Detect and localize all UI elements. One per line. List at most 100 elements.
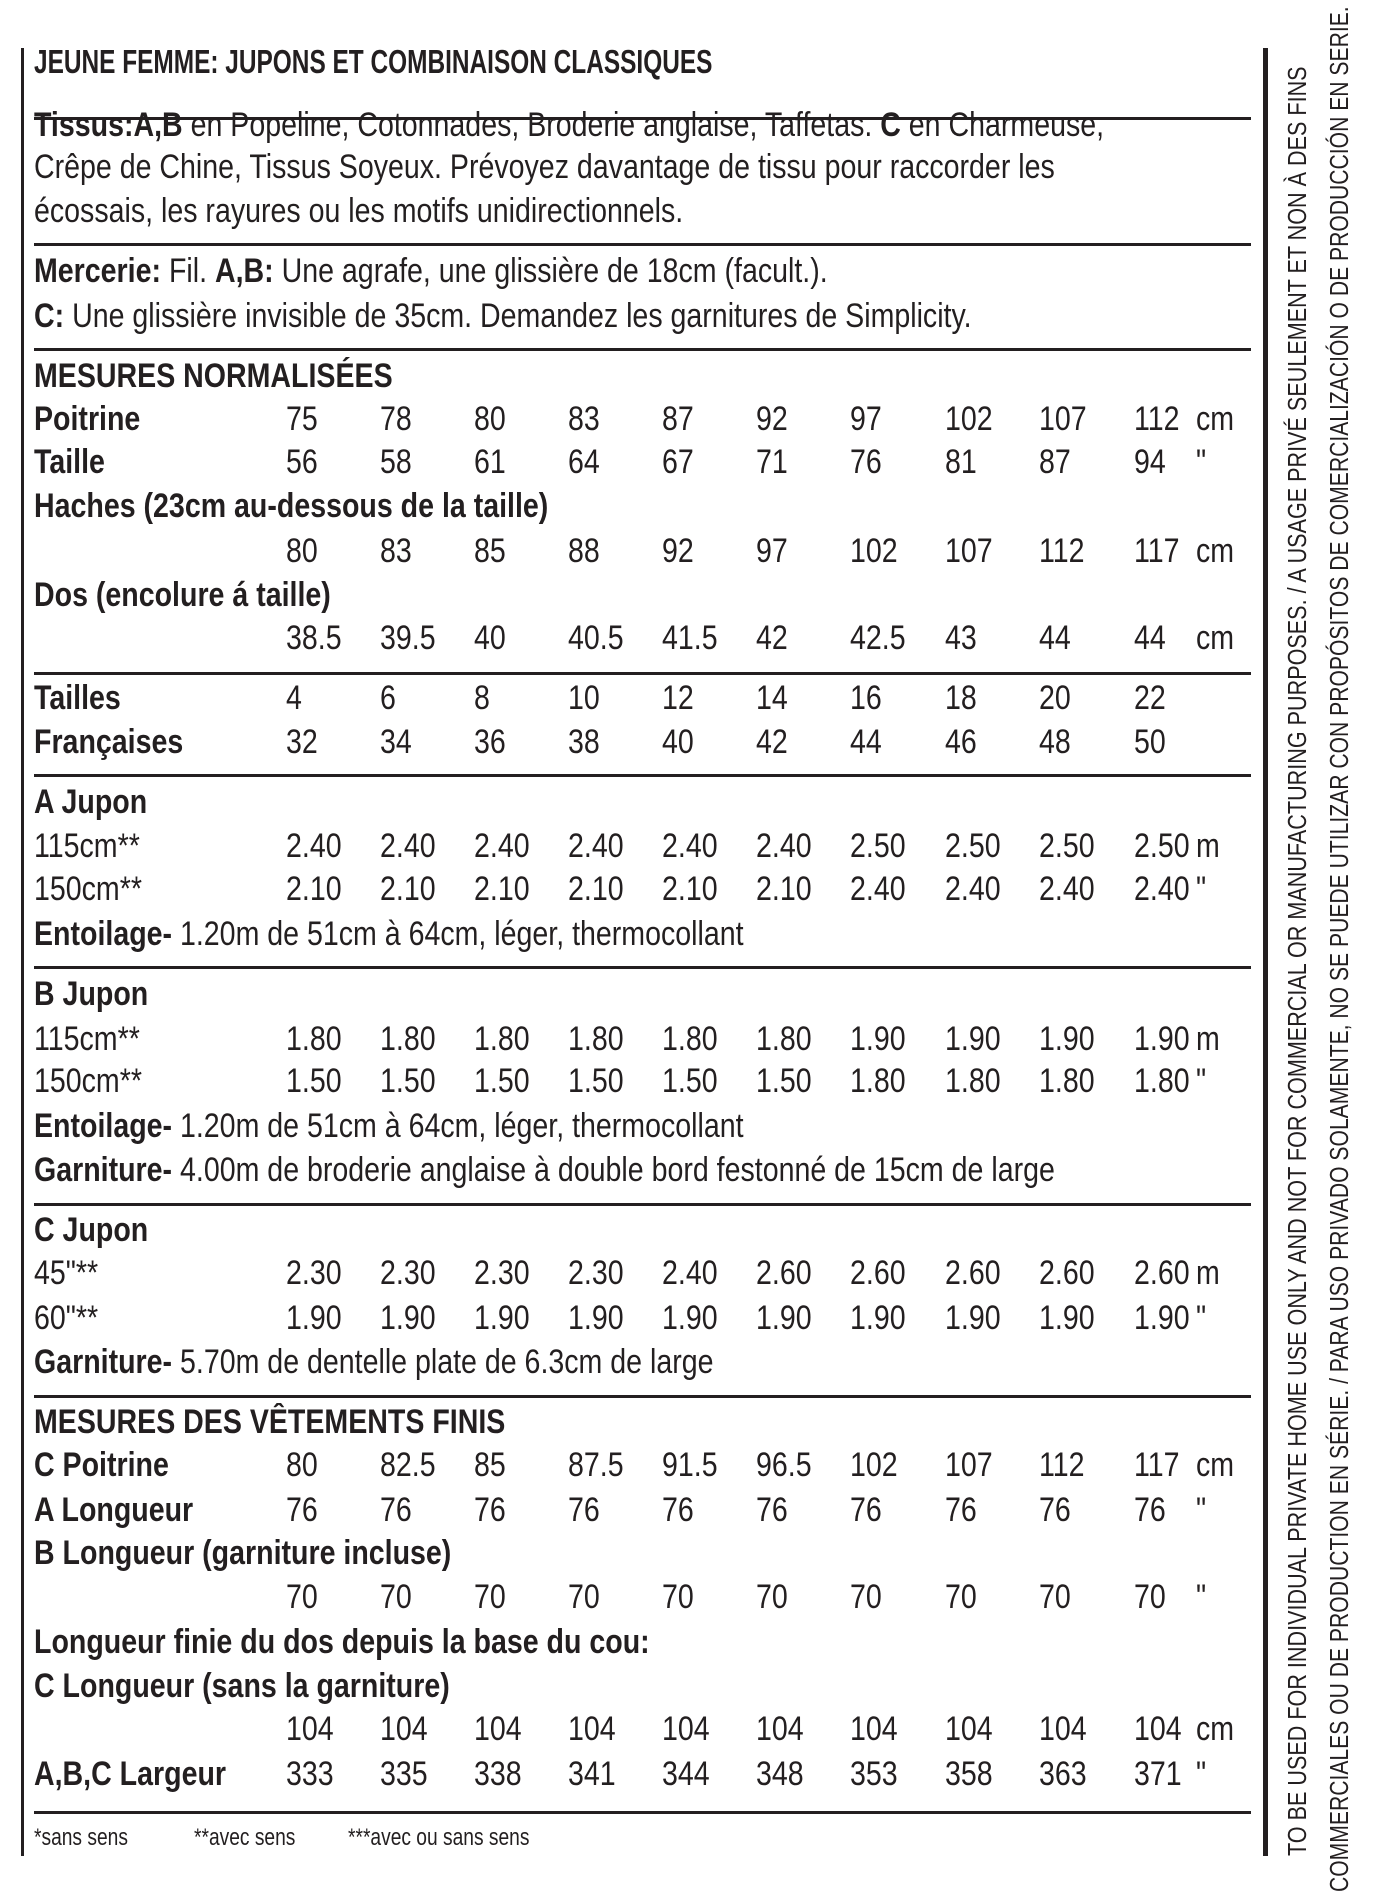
value-cell: 70	[662, 1578, 694, 1616]
value-cell: 102	[850, 1446, 898, 1484]
c-longueur-label: C Longueur (sans la garniture)	[34, 1664, 450, 1708]
value-cell: 56	[286, 443, 318, 481]
mercerie-line-2: C: Une glissière invisible de 35cm. Dema…	[34, 294, 972, 338]
value-cell: 75	[286, 400, 318, 438]
section-heading: MESURES DES VÊTEMENTS FINIS	[34, 1403, 506, 1441]
value-cell: 94	[1134, 443, 1166, 481]
value-cell: 1.90	[568, 1299, 624, 1337]
value-cell: 107	[945, 1446, 993, 1484]
row-label: 115cm**	[34, 827, 140, 865]
c-45-row-label: 45"**	[34, 1251, 98, 1295]
value-cell: 104	[568, 1710, 616, 1748]
row-label: Haches (23cm au-dessous de la taille)	[34, 487, 549, 525]
unit-label: cm	[1196, 400, 1235, 438]
section-divider	[34, 348, 1251, 351]
value-cell: 4	[286, 679, 302, 717]
row-label: Dos (encolure á taille)	[34, 576, 331, 614]
value-cell: 1.50	[662, 1062, 718, 1100]
section-heading: A Jupon	[34, 783, 148, 821]
value-cell: 76	[474, 1491, 506, 1529]
value-cell: 14	[756, 679, 788, 717]
value-cell: 42.5	[850, 619, 906, 657]
unit-label: "	[1196, 1491, 1207, 1529]
tissus-line-3: écossais, les rayures ou les motifs unid…	[34, 189, 683, 233]
value-cell: 34	[380, 723, 412, 761]
value-cell: 104	[662, 1710, 710, 1748]
unit-label: m	[1196, 1020, 1220, 1058]
disclaimer-line-2: COMMERCIALES OU DE PRODUCTION EN SÉRIE. …	[1324, 6, 1354, 1893]
value-cell: 1.80	[756, 1020, 812, 1058]
row-label: A Longueur	[34, 1491, 194, 1529]
unit-label: cm	[1196, 619, 1235, 657]
value-cell: 1.80	[474, 1020, 530, 1058]
value-cell: 58	[380, 443, 412, 481]
francaises-row-label: Françaises	[34, 720, 183, 764]
value-cell: 50	[1134, 723, 1166, 761]
value-cell: 70	[850, 1578, 882, 1616]
value-cell: 104	[1134, 1710, 1182, 1748]
value-cell: 2.30	[286, 1254, 342, 1292]
value-cell: 335	[380, 1755, 428, 1793]
value-cell: 1.80	[1039, 1062, 1095, 1100]
value-cell: 96.5	[756, 1446, 812, 1484]
value-cell: 1.80	[662, 1020, 718, 1058]
value-cell: 80	[286, 1446, 318, 1484]
value-cell: 22	[1134, 679, 1166, 717]
value-cell: 70	[380, 1578, 412, 1616]
value-cell: 38.5	[286, 619, 342, 657]
value-cell: 70	[474, 1578, 506, 1616]
row-label: 115cm**	[34, 1020, 140, 1058]
value-cell: 2.50	[945, 827, 1001, 865]
row-label: A,B,C Largeur	[34, 1755, 227, 1793]
value-cell: 348	[756, 1755, 804, 1793]
value-cell: 81	[945, 443, 977, 481]
value-cell: 2.10	[756, 870, 812, 908]
value-cell: 1.90	[1134, 1020, 1190, 1058]
taille-row-label: Taille	[34, 440, 105, 484]
section-heading: MESURES NORMALISÉES	[34, 357, 393, 395]
section-divider	[34, 1811, 1251, 1814]
value-cell: 2.50	[850, 827, 906, 865]
c-jupon-heading: C Jupon	[34, 1208, 148, 1252]
value-cell: 333	[286, 1755, 334, 1793]
section-divider	[34, 1395, 1251, 1398]
section-divider	[34, 1203, 1251, 1206]
value-cell: 2.60	[756, 1254, 812, 1292]
value-cell: 76	[945, 1491, 977, 1529]
value-cell: 1.90	[945, 1020, 1001, 1058]
text-segment: C	[880, 106, 901, 144]
text-segment: Une glissière invisible de 35cm. Demande…	[64, 297, 972, 335]
value-cell: 1.50	[568, 1062, 624, 1100]
value-cell: 76	[1134, 1491, 1166, 1529]
section-divider	[34, 672, 1251, 675]
text-segment: Longueur finie du dos depuis la base du …	[34, 1623, 650, 1661]
value-cell: 2.30	[568, 1254, 624, 1292]
value-cell: 107	[945, 532, 993, 570]
unit-label: m	[1196, 827, 1220, 865]
unit-label: "	[1196, 1755, 1207, 1793]
value-cell: 2.40	[756, 827, 812, 865]
value-cell: 2.60	[1039, 1254, 1095, 1292]
value-cell: 2.60	[850, 1254, 906, 1292]
value-cell: 104	[1039, 1710, 1087, 1748]
right-border	[1263, 48, 1268, 1856]
value-cell: 104	[945, 1710, 993, 1748]
footnote-item: *sans sens	[34, 1824, 128, 1851]
value-cell: 40.5	[568, 619, 624, 657]
page-title: JEUNE FEMME: JUPONS ET COMBINAISON CLASS…	[34, 43, 713, 80]
section-heading: B Jupon	[34, 975, 149, 1013]
value-cell: 2.30	[474, 1254, 530, 1292]
b-150-row-label: 150cm**	[34, 1059, 142, 1103]
value-cell: 2.40	[286, 827, 342, 865]
value-cell: 83	[568, 400, 600, 438]
value-cell: 371	[1134, 1755, 1182, 1793]
value-cell: 2.10	[568, 870, 624, 908]
value-cell: 107	[1039, 400, 1087, 438]
text-segment: A,B:	[214, 252, 274, 290]
value-cell: 76	[568, 1491, 600, 1529]
row-label: Tailles	[34, 679, 121, 717]
unit-label: "	[1196, 1299, 1207, 1337]
row-label: B Longueur (garniture incluse)	[34, 1534, 452, 1572]
a-150-row-label: 150cm**	[34, 867, 142, 911]
value-cell: 10	[568, 679, 600, 717]
